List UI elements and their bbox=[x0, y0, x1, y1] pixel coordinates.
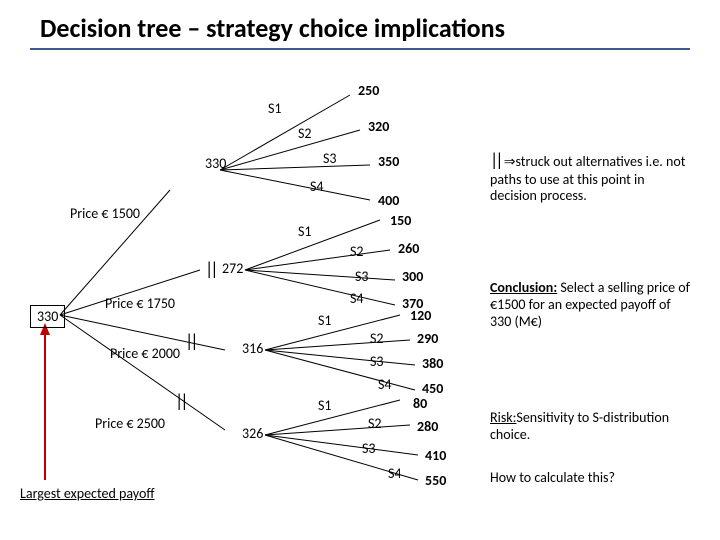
howto-note: How to calculate this? bbox=[490, 470, 690, 487]
s-label: S4 bbox=[310, 178, 324, 195]
s-label: S3 bbox=[355, 268, 369, 285]
s-label: S4 bbox=[388, 465, 402, 482]
s-label: S1 bbox=[318, 397, 332, 414]
s-label: S4 bbox=[350, 290, 364, 307]
s-label: S2 bbox=[368, 415, 382, 432]
s-label: S3 bbox=[370, 353, 384, 370]
strike-1750: || bbox=[205, 258, 216, 280]
payoff: 280 bbox=[417, 418, 438, 435]
payoff: 550 bbox=[425, 472, 446, 489]
payoff: 290 bbox=[417, 330, 438, 347]
strike-2500: || bbox=[175, 390, 186, 412]
payoff: 300 bbox=[402, 268, 423, 285]
node-1500: 330 bbox=[205, 155, 226, 172]
struck-out-note: || ⇒struck out alternatives i.e. not pat… bbox=[490, 150, 690, 205]
payoff: 350 bbox=[378, 153, 399, 170]
node-1750: 272 bbox=[222, 260, 243, 277]
s-label: S2 bbox=[298, 125, 312, 142]
payoff: 410 bbox=[425, 447, 446, 464]
node-2500: 326 bbox=[242, 425, 263, 442]
risk-note: Risk:Sensitivity to S-distribution choic… bbox=[490, 410, 690, 444]
conclusion-note: Conclusion: Select a selling price of €1… bbox=[490, 280, 690, 330]
s-label: S3 bbox=[362, 440, 376, 457]
payoff: 80 bbox=[413, 395, 427, 412]
largest-expected-label: Largest expected payoff bbox=[20, 485, 155, 502]
strike-2000: || bbox=[185, 330, 196, 352]
payoff: 250 bbox=[358, 82, 379, 99]
s-label: S2 bbox=[370, 330, 384, 347]
payoff: 150 bbox=[390, 212, 411, 229]
payoff: 260 bbox=[398, 240, 419, 257]
node-2000: 316 bbox=[242, 340, 263, 357]
s-label: S3 bbox=[323, 150, 337, 167]
s-label: S2 bbox=[350, 243, 364, 260]
price-1750-label: Price € 1750 bbox=[105, 295, 175, 312]
s-label: S1 bbox=[298, 223, 312, 240]
root-value: 330 bbox=[37, 308, 58, 325]
price-2000-label: Price € 2000 bbox=[110, 345, 180, 362]
s-label: S4 bbox=[378, 376, 392, 393]
payoff: 400 bbox=[378, 192, 399, 209]
s-label: S1 bbox=[268, 100, 282, 117]
price-2500-label: Price € 2500 bbox=[95, 415, 165, 432]
root-node: 330 bbox=[30, 305, 65, 328]
payoff: 120 bbox=[410, 307, 431, 324]
payoff: 380 bbox=[422, 355, 443, 372]
payoff: 320 bbox=[368, 118, 389, 135]
s-label: S1 bbox=[318, 312, 332, 329]
price-1500-label: Price € 1500 bbox=[70, 205, 140, 222]
